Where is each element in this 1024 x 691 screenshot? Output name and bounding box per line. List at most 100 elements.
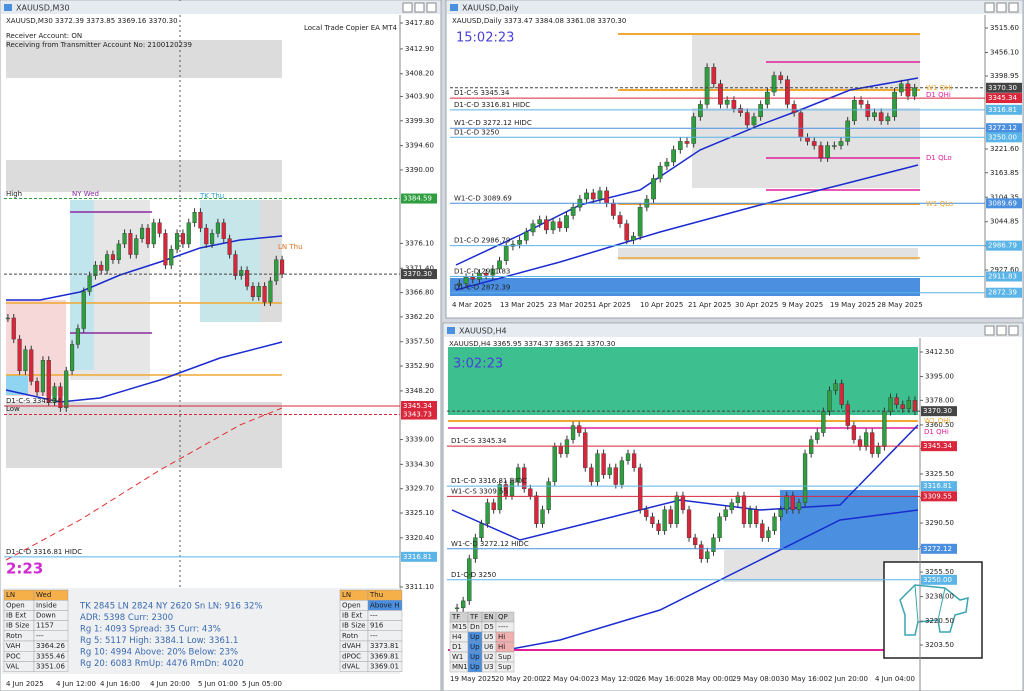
price-axis-label: 3395.00: [925, 373, 954, 381]
bar-timer: 15:02:23: [456, 31, 514, 46]
window-min-button[interactable]: [402, 2, 413, 13]
level-label: D1-C-D 2986.79: [454, 237, 510, 245]
price-tag: [986, 104, 1022, 115]
candle: [517, 240, 522, 245]
candle: [617, 215, 623, 224]
time-axis-label: 28 May 00:00: [685, 675, 733, 683]
window-min-button[interactable]: [984, 2, 995, 13]
zone: [6, 402, 282, 468]
time-axis-label: 21 Apr 2025: [688, 301, 731, 309]
price-axis-label: 3334.30: [405, 460, 434, 468]
price-tag-label: 3345.34: [923, 442, 952, 450]
candle: [651, 178, 656, 200]
table-text: TF: [451, 613, 460, 621]
candle: [784, 495, 789, 510]
time-axis-label: 4 Jun 20:00: [150, 680, 190, 688]
candle: [29, 349, 34, 382]
candle: [457, 283, 462, 285]
price-tag: [986, 82, 1022, 93]
table-text: 3355.46: [36, 652, 65, 660]
time-axis-label: 30 Apr 2025: [735, 301, 778, 309]
candle: [110, 254, 115, 261]
candle: [245, 270, 250, 287]
candle: [145, 227, 150, 245]
candle: [771, 75, 777, 93]
candle: [186, 222, 191, 245]
level-label: D1-C-S 3345.34: [454, 89, 510, 97]
window-max-button[interactable]: [414, 2, 425, 13]
candle: [851, 425, 857, 440]
candle: [122, 233, 127, 245]
candle: [778, 75, 784, 80]
chart-note: High: [6, 190, 22, 198]
candle: [604, 190, 609, 204]
stats-line: TK 2845 LN 2824 NY 2620 Sn LN: 916 32%: [79, 602, 262, 612]
candle: [668, 509, 673, 524]
price-tag: [921, 406, 957, 417]
candle: [892, 91, 897, 117]
candle: [882, 411, 887, 447]
candle: [550, 221, 556, 231]
time-axis-label: 20 May 20:00: [495, 675, 543, 683]
candle: [570, 207, 576, 216]
chart-note: W1 QLo: [926, 200, 953, 208]
table-text: W1: [452, 653, 463, 661]
price-tag: [401, 409, 437, 420]
candle: [729, 502, 734, 510]
window-max-button[interactable]: [996, 325, 1007, 336]
candle: [796, 502, 802, 510]
price-axis-label: 3104.35: [990, 193, 1019, 201]
candle: [169, 249, 174, 266]
price-axis-label: 3362.20: [405, 313, 434, 321]
ma-line: [451, 509, 919, 661]
table-text: Rotn: [342, 632, 358, 640]
candle: [64, 370, 69, 409]
candle: [473, 537, 478, 559]
price-tag-label: 3316.81: [988, 106, 1017, 114]
candle: [717, 516, 722, 538]
table-text: Sup: [498, 663, 512, 671]
candle: [461, 600, 466, 609]
price-axis-label: 3403.90: [405, 92, 434, 100]
window-close-button[interactable]: [1008, 325, 1019, 336]
price-tag-label: 3309.55: [923, 492, 952, 500]
candle: [754, 509, 759, 524]
time-axis-label: 26 May 16:00: [637, 675, 685, 683]
window-close-button[interactable]: [426, 2, 437, 13]
price-axis-label: 3325.50: [925, 470, 954, 478]
candle: [268, 280, 273, 303]
window-close-button[interactable]: [1008, 2, 1019, 13]
table-text: Rotn: [6, 632, 22, 640]
candle: [87, 275, 92, 292]
price-axis-label: 3371.40: [405, 264, 434, 272]
level-label: D1-C-D 2911.83: [454, 267, 510, 275]
price-tag-label: 3343.73: [403, 411, 432, 419]
candle: [546, 481, 551, 510]
time-axis-label: 19 May 2025: [450, 675, 496, 683]
candle: [515, 467, 521, 482]
price-tag-label: 2986.79: [988, 242, 1017, 250]
window-title: XAUUSD,Daily: [462, 4, 519, 13]
candle: [583, 432, 588, 468]
window-min-button[interactable]: [984, 325, 995, 336]
table-text: Wed: [36, 591, 51, 599]
candle: [274, 259, 279, 282]
table-text: VAL: [6, 663, 19, 671]
ma-line: [6, 235, 283, 301]
window-max-button[interactable]: [996, 2, 1007, 13]
title-bar: [1, 1, 440, 14]
candle: [662, 509, 667, 531]
title-bar: [444, 324, 1022, 337]
candle: [838, 141, 844, 146]
chart-note: D1 QHi: [924, 428, 949, 436]
chart-note: D1 QHi: [926, 91, 951, 99]
candle: [530, 223, 536, 233]
time-axis-label: 5 Jun 01:00: [198, 680, 238, 688]
window-icon: [447, 327, 455, 334]
candle: [738, 108, 743, 113]
time-axis-label: 1 Apr 2025: [592, 301, 631, 309]
candle: [876, 446, 881, 454]
candle: [204, 227, 209, 245]
price-tag: [921, 481, 957, 492]
